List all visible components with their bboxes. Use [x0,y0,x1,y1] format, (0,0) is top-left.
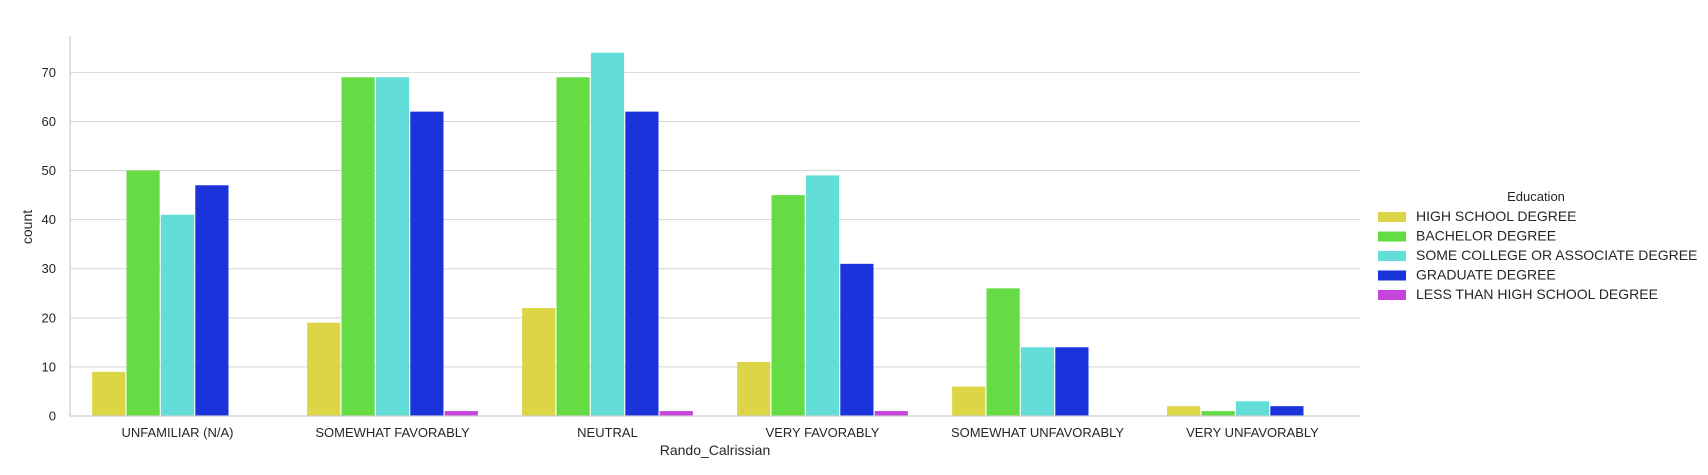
bar [126,170,160,416]
x-tick-label: NEUTRAL [577,425,638,440]
x-tick-label: VERY UNFAVORABLY [1186,425,1319,440]
legend-swatch [1378,212,1406,222]
x-tick-label: UNFAMILIAR (N/A) [122,425,234,440]
bar [625,111,659,417]
y-tick-label: 20 [42,310,56,325]
y-tick-labels: 0 10 20 30 40 50 60 70 [42,65,56,424]
bar [444,411,478,416]
bar [307,322,341,416]
bar [659,411,693,416]
legend-swatch [1378,251,1406,261]
bar [1235,401,1270,416]
bar [1167,406,1201,416]
y-tick-label: 30 [42,261,56,276]
y-tick-label: 50 [42,163,56,178]
bar [737,362,771,416]
legend-items: HIGH SCHOOL DEGREE BACHELOR DEGREE SOME CO… [1378,208,1697,302]
legend-label: SOME COLLEGE OR ASSOCIATE DEGREE [1416,247,1697,263]
y-tick-label: 60 [42,114,56,129]
bar [195,185,229,416]
y-tick-label: 70 [42,65,56,80]
bar [590,52,625,417]
x-tick-label: SOMEWHAT FAVORABLY [315,425,470,440]
bar [1201,411,1235,416]
x-tick-label: VERY FAVORABLY [766,425,880,440]
legend-label: BACHELOR DEGREE [1416,228,1556,244]
x-tick-labels: UNFAMILIAR (N/A) SOMEWHAT FAVORABLY NEUTRA… [122,425,1320,440]
legend-swatch [1378,270,1406,281]
bar [410,111,444,417]
bar [805,175,840,416]
y-axis-label: count [19,210,35,244]
bar [92,371,126,416]
gridlines [70,71,1360,417]
bar [375,77,410,416]
bar [771,195,805,416]
bar [556,77,590,416]
x-tick-label: SOMEWHAT UNFAVORABLY [951,425,1124,440]
bar [522,308,556,416]
legend-swatch [1378,290,1406,300]
y-tick-label: 0 [49,409,56,424]
bar [952,386,986,416]
axes [69,36,1360,417]
bar [986,288,1020,416]
bar [160,214,195,416]
bars [92,52,1304,417]
y-tick-label: 10 [42,359,56,374]
bar [840,263,874,416]
legend-label: GRADUATE DEGREE [1416,267,1556,283]
bar [874,411,908,416]
bar [1020,347,1055,416]
legend-title: Education [1507,189,1565,204]
x-axis-label: Rando_Calrissian [660,442,771,458]
legend-label: HIGH SCHOOL DEGREE [1416,208,1577,224]
legend: Education HIGH SCHOOL DEGREE BACHELOR DEG… [1378,189,1697,302]
bar [1270,406,1304,416]
bar [1055,347,1089,416]
bar [341,77,375,416]
y-tick-label: 40 [42,212,56,227]
legend-label: LESS THAN HIGH SCHOOL DEGREE [1416,286,1658,302]
legend-swatch [1378,231,1406,242]
